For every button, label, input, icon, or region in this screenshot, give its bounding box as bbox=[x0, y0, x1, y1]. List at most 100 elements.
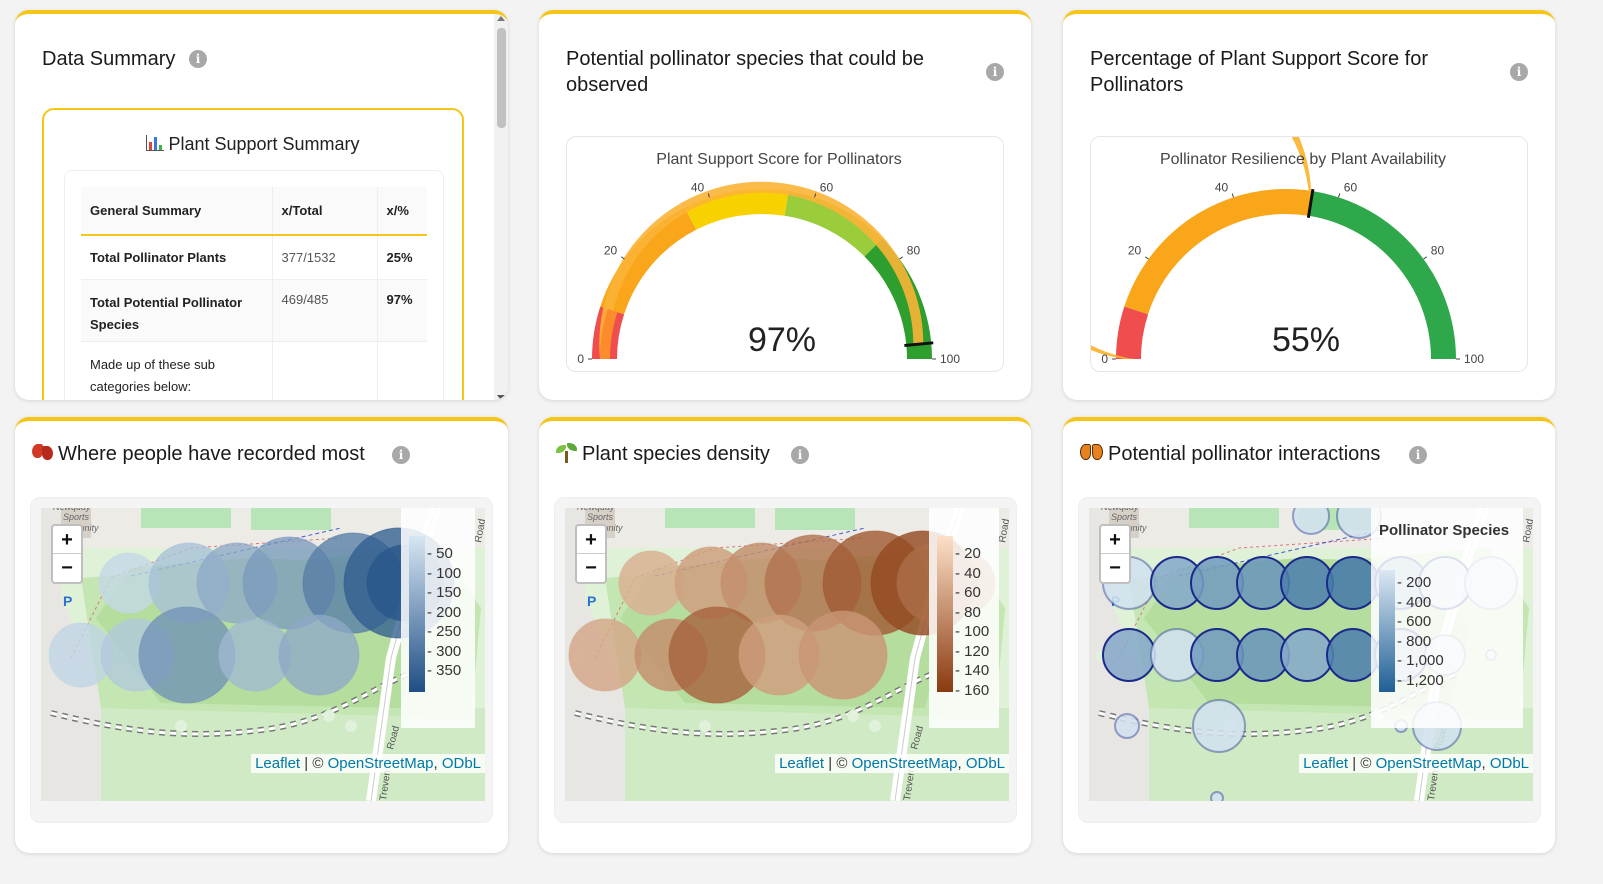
card-title: Where people have recorded most bbox=[32, 441, 365, 467]
map-marker[interactable] bbox=[278, 614, 360, 696]
road-label: Treven bbox=[902, 769, 917, 801]
map-marker[interactable] bbox=[1280, 556, 1334, 610]
map-legend: - 50 - 100 - 150 - 200 - 250 - 300 - 350 bbox=[401, 508, 475, 728]
gauge-chart-box: 0 20 40 60 80 100 Plant Support Score for Poll… bbox=[566, 136, 1004, 372]
table-row: Total Pollinator Plants 377/1532 25% bbox=[81, 235, 427, 279]
column-header: x/% bbox=[386, 203, 409, 218]
info-icon[interactable]: i bbox=[986, 63, 1004, 81]
map-marker[interactable] bbox=[1292, 508, 1330, 535]
seedling-icon bbox=[556, 443, 578, 463]
legend-tick-label: - 200 bbox=[427, 603, 462, 621]
map-marker[interactable] bbox=[568, 618, 642, 692]
map-marker[interactable] bbox=[1114, 713, 1140, 739]
info-icon[interactable]: i bbox=[392, 446, 410, 464]
osm-link[interactable]: OpenStreetMap bbox=[1375, 755, 1482, 772]
info-icon[interactable]: i bbox=[1510, 63, 1528, 81]
legend-tick-label: - 50 bbox=[427, 545, 453, 562]
map-area[interactable]: NewquaySportsCommunityCentrePRoadTrevenR… bbox=[565, 508, 1009, 801]
scrollbar[interactable] bbox=[494, 14, 508, 400]
map-marker[interactable] bbox=[1190, 556, 1244, 610]
gauge-chart: 0 20 40 60 80 100 Pollinator Resilience by Pla… bbox=[1063, 37, 1484, 366]
plant-support-gauge-card: Percentage of Plant Support Score for Po… bbox=[1063, 10, 1555, 400]
table-row: Made up of these sub categories below: bbox=[81, 341, 427, 400]
osm-link[interactable]: OpenStreetMap bbox=[327, 755, 434, 772]
gauge-tick-label: 20 bbox=[1128, 244, 1142, 258]
zoom-control: + − bbox=[51, 524, 83, 584]
odbl-link[interactable]: ODbL bbox=[965, 755, 1005, 772]
leaflet-link[interactable]: Leaflet bbox=[1303, 755, 1349, 772]
gauge-chart-box: 0 20 40 60 80 100 Pollinator Resilience by Pla… bbox=[1063, 37, 1528, 372]
map-marker[interactable] bbox=[1210, 791, 1224, 801]
zoom-out-button[interactable]: − bbox=[1109, 557, 1121, 579]
butterfly-red-icon bbox=[32, 444, 54, 462]
map-marker[interactable] bbox=[1102, 628, 1156, 682]
scroll-down-arrow[interactable] bbox=[497, 395, 505, 400]
row-label: Total Pollinator Plants bbox=[81, 235, 273, 279]
leaflet-link[interactable]: Leaflet bbox=[779, 755, 825, 772]
gauge-chart-title: Pollinator Resilience by Plant Availabil… bbox=[1160, 151, 1446, 168]
map-attribution: Leaflet | © OpenStreetMap, ODbL bbox=[1299, 754, 1533, 773]
legend-tick-label: - 80 bbox=[955, 603, 981, 621]
zoom-in-button[interactable]: + bbox=[577, 526, 605, 554]
row-pct bbox=[377, 341, 427, 400]
zoom-out-button[interactable]: − bbox=[61, 557, 73, 579]
leaflet-link[interactable]: Leaflet bbox=[255, 755, 301, 772]
map-marker[interactable] bbox=[1190, 628, 1244, 682]
gauge-band-1 bbox=[1124, 189, 1313, 315]
zoom-out-button[interactable]: − bbox=[585, 557, 597, 579]
card-title: Percentage of Plant Support Score for Po… bbox=[1090, 48, 1428, 96]
gauge-tick-label: 40 bbox=[1215, 181, 1229, 195]
road-label: Road bbox=[473, 518, 485, 543]
legend-tick-label: - 120 bbox=[955, 642, 990, 660]
map-place-label: Sports bbox=[63, 512, 90, 522]
legend-tick-label: - 20 bbox=[955, 545, 981, 562]
summary-table: General Summary x/Total x/% Total Pollin… bbox=[81, 187, 427, 400]
attribution-separator: | © bbox=[1348, 755, 1376, 772]
map-place-label: Newquay bbox=[577, 508, 615, 512]
scrollbar-thumb[interactable] bbox=[497, 28, 506, 128]
odbl-link[interactable]: ODbL bbox=[441, 755, 481, 772]
map-marker[interactable] bbox=[618, 550, 684, 616]
map-place-label: Newquay bbox=[1101, 508, 1139, 512]
info-icon[interactable]: i bbox=[1409, 446, 1427, 464]
gauge-tick-label: 100 bbox=[1464, 352, 1484, 366]
zoom-in-button[interactable]: + bbox=[1101, 526, 1129, 554]
legend-tick-label: - 350 bbox=[427, 662, 462, 679]
parking-label: P bbox=[587, 593, 596, 609]
attribution-separator: , bbox=[1481, 755, 1490, 772]
card-title: Potential pollinator species that could … bbox=[566, 48, 925, 96]
map-box: NewquaySportsCommunityCentrePRoadTrevenR… bbox=[554, 497, 1017, 823]
map-marker[interactable] bbox=[1280, 628, 1334, 682]
row-pct: 97% bbox=[386, 291, 413, 307]
gauge-tick-label: 20 bbox=[604, 244, 618, 258]
zoom-control: + − bbox=[1099, 524, 1131, 584]
gauge-tick-label: 0 bbox=[1101, 352, 1108, 366]
map-marker[interactable] bbox=[1192, 699, 1246, 753]
card-title: Potential pollinator interactions bbox=[1080, 441, 1380, 467]
gauge-tick-label: 100 bbox=[940, 352, 960, 366]
pollinator-species-gauge-card: Potential pollinator species that could … bbox=[539, 10, 1031, 400]
osm-link[interactable]: OpenStreetMap bbox=[851, 755, 958, 772]
gauge-value-bar-low bbox=[600, 308, 618, 359]
legend-tick-label: - 1,000 bbox=[1397, 652, 1444, 669]
legend-tick-label: - 160 bbox=[955, 681, 990, 699]
table-header-row: General Summary x/Total x/% bbox=[81, 187, 427, 235]
column-header: General Summary bbox=[81, 187, 273, 235]
legend-tick-label: - 250 bbox=[427, 623, 462, 640]
scroll-up-arrow[interactable] bbox=[497, 16, 505, 21]
map-area[interactable]: NewquaySportsCommunityCentrePRoadTrevenR… bbox=[41, 508, 485, 801]
odbl-link[interactable]: ODbL bbox=[1489, 755, 1529, 772]
map-area[interactable]: NewquaySportsCommunityCentrePRoadTrevenR… bbox=[1089, 508, 1533, 801]
map-marker[interactable] bbox=[798, 610, 888, 700]
zoom-in-button[interactable]: + bbox=[53, 526, 81, 554]
gauge-band-1 bbox=[600, 207, 697, 315]
map-place-label: Newquay bbox=[53, 508, 91, 512]
legend-tick-label: - 60 bbox=[955, 584, 981, 601]
info-icon[interactable]: i bbox=[189, 50, 207, 68]
card-title: Data Summary bbox=[42, 48, 176, 70]
gauge-value-label: 55% bbox=[1272, 321, 1340, 359]
legend-tick-label: - 600 bbox=[1397, 613, 1432, 630]
pollinator-interactions-map-card: Potential pollinator interactions i Newq… bbox=[1063, 417, 1555, 853]
attribution-separator: , bbox=[957, 755, 966, 772]
info-icon[interactable]: i bbox=[791, 446, 809, 464]
